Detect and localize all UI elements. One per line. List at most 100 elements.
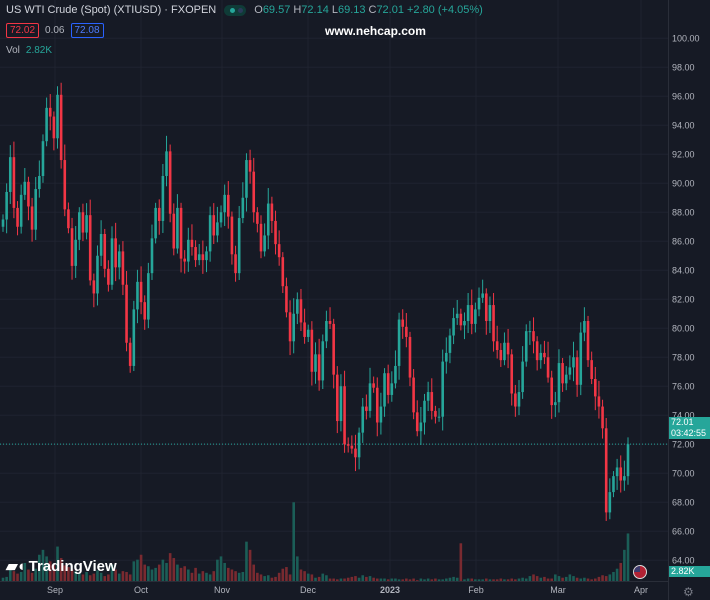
volume-bar bbox=[8, 566, 12, 581]
volume-label[interactable]: Vol bbox=[6, 45, 20, 56]
candle-body bbox=[503, 342, 506, 361]
candle-body bbox=[219, 212, 223, 223]
candle-body bbox=[139, 281, 143, 303]
candle-body bbox=[524, 331, 528, 362]
volume-bar bbox=[430, 579, 434, 581]
candle-body bbox=[423, 400, 426, 423]
candle-series bbox=[1, 82, 630, 521]
volume-bar bbox=[459, 543, 463, 581]
volume-bar bbox=[615, 568, 619, 581]
candle-body bbox=[303, 322, 306, 337]
candle-body bbox=[419, 422, 423, 432]
bid-ask-panel: 72.02 0.06 72.08 bbox=[6, 23, 104, 38]
candle-body bbox=[604, 428, 608, 513]
volume-bar bbox=[168, 553, 172, 581]
candle-body bbox=[572, 357, 575, 368]
gear-icon[interactable]: ⚙ bbox=[683, 585, 694, 599]
candle-body bbox=[354, 448, 357, 458]
us-flag-icon[interactable] bbox=[633, 565, 647, 579]
candle-body bbox=[506, 342, 510, 355]
volume-bar bbox=[139, 554, 143, 581]
volume-bar bbox=[336, 579, 339, 581]
candle-body bbox=[325, 321, 328, 342]
volume-bar bbox=[63, 565, 67, 581]
volume-bar bbox=[285, 567, 288, 581]
y-tick-label: 82.00 bbox=[672, 294, 695, 304]
candle-body bbox=[34, 189, 38, 230]
volume-bar bbox=[34, 568, 38, 581]
candle-body bbox=[357, 432, 361, 458]
candle-body bbox=[492, 305, 495, 342]
candle-body bbox=[532, 331, 535, 342]
candle-body bbox=[343, 386, 346, 445]
volume-bar bbox=[481, 579, 484, 581]
volume-bar bbox=[85, 571, 88, 581]
x-tick-label: Oct bbox=[134, 585, 149, 595]
volume-bar bbox=[263, 576, 266, 581]
volume-bar bbox=[237, 572, 241, 581]
time-axis: Sep Oct Nov Dec 2023 Feb Mar Apr bbox=[0, 581, 668, 595]
sell-button[interactable]: 72.02 bbox=[6, 23, 40, 38]
x-tick-label: Mar bbox=[550, 585, 566, 595]
volume-bar bbox=[437, 579, 441, 581]
y-tick-label: 70.00 bbox=[672, 468, 695, 478]
volume-bar bbox=[452, 576, 455, 581]
buy-button[interactable]: 72.08 bbox=[70, 23, 104, 38]
candle-body bbox=[612, 476, 615, 493]
volume-bar bbox=[245, 541, 248, 581]
volume-bar bbox=[172, 558, 176, 581]
volume-bar bbox=[212, 571, 216, 581]
candle-body bbox=[306, 329, 310, 337]
volume-bar bbox=[561, 577, 564, 581]
volume-bar bbox=[296, 556, 299, 581]
ohlc-high-key: H bbox=[293, 4, 302, 16]
candle-body bbox=[88, 215, 92, 281]
y-tick-label: 86.00 bbox=[672, 236, 695, 246]
tradingview-logo[interactable]: ▰◖ TradingView bbox=[6, 557, 117, 576]
volume-bar bbox=[48, 561, 52, 581]
volume-bar bbox=[23, 562, 27, 581]
candle-body bbox=[67, 209, 70, 229]
candle-body bbox=[372, 383, 375, 388]
volume-bar bbox=[96, 570, 99, 581]
candle-body bbox=[554, 402, 557, 406]
candle-body bbox=[310, 329, 314, 372]
volume-bar bbox=[121, 571, 125, 581]
candle-body bbox=[147, 273, 150, 320]
candle-body bbox=[128, 342, 132, 366]
candle-body bbox=[205, 251, 208, 261]
volume-bar bbox=[241, 571, 245, 581]
y-tick-label: 78.00 bbox=[672, 352, 695, 362]
symbol-title[interactable]: US WTI Crude (Spot) (XTIUSD) · FXOPEN bbox=[6, 4, 217, 16]
volume-bar bbox=[56, 546, 59, 581]
price-axis: 100.00 98.00 96.00 94.00 92.00 90.00 88.00 86.0… bbox=[668, 0, 700, 600]
candle-body bbox=[350, 445, 354, 449]
candle-body bbox=[568, 367, 572, 375]
candle-body bbox=[608, 492, 612, 513]
volume-bar bbox=[187, 569, 190, 581]
volume-bar bbox=[150, 569, 154, 581]
watermark-text: www.nehcap.com bbox=[325, 24, 426, 38]
volume-bar bbox=[147, 566, 150, 581]
volume-bar bbox=[408, 579, 412, 581]
volume-bar bbox=[354, 576, 357, 581]
candle-body bbox=[19, 194, 23, 227]
volume-bar bbox=[495, 579, 499, 581]
ohlc-low-value: 69.13 bbox=[337, 4, 366, 16]
volume-legend: Vol 2.82K bbox=[6, 45, 52, 56]
candle-body bbox=[477, 297, 481, 310]
volume-bar bbox=[405, 578, 408, 581]
candle-body bbox=[270, 203, 274, 221]
volume-bar bbox=[252, 564, 256, 581]
volume-bar bbox=[593, 578, 597, 581]
volume-bar bbox=[157, 564, 161, 581]
candle-body bbox=[470, 305, 474, 324]
candle-body bbox=[499, 350, 503, 361]
candle-body bbox=[216, 222, 219, 236]
volume-bar bbox=[608, 574, 612, 581]
candle-body bbox=[459, 313, 463, 326]
volume-bar bbox=[190, 572, 194, 581]
volume-bar bbox=[132, 561, 136, 581]
candle-body bbox=[564, 374, 568, 384]
